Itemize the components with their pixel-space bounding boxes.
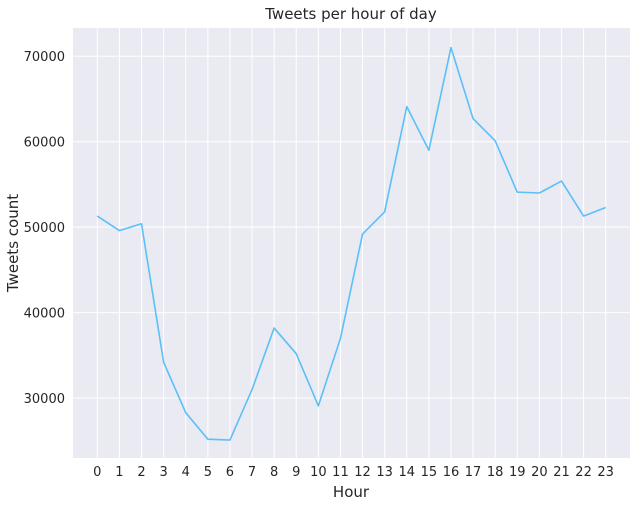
x-tick-label: 14 [398, 465, 415, 480]
x-tick-label: 10 [310, 465, 327, 480]
grid [73, 28, 630, 458]
x-tick-label: 21 [553, 465, 570, 480]
x-tick-labels: 0 1 2 3 4 5 6 7 8 9 10 11 12 13 14 15 16 17 18 19 20 21 22 23 [93, 465, 614, 480]
x-axis-label: Hour [333, 483, 370, 501]
y-tick-labels: 30000 40000 50000 60000 70000 [24, 50, 65, 407]
x-tick-label: 11 [332, 465, 349, 480]
x-tick-label: 13 [376, 465, 393, 480]
series [96, 46, 606, 441]
x-tick-label: 3 [159, 465, 167, 480]
y-tick-label: 70000 [24, 50, 65, 65]
x-tick-label: 8 [270, 465, 278, 480]
y-tick-label: 40000 [24, 307, 65, 322]
x-tick-label: 12 [354, 465, 371, 480]
x-tick-label: 4 [182, 465, 190, 480]
series-line [96, 46, 606, 441]
y-tick-label: 60000 [24, 136, 65, 151]
x-tick-label: 6 [226, 465, 234, 480]
chart-title: Tweets per hour of day [264, 5, 437, 23]
x-tick-label: 19 [509, 465, 526, 480]
x-tick-label: 5 [204, 465, 212, 480]
y-tick-label: 30000 [24, 392, 65, 407]
x-tick-label: 9 [292, 465, 300, 480]
x-tick-label: 20 [531, 465, 548, 480]
x-tick-label: 1 [115, 465, 123, 480]
y-tick-label: 50000 [24, 221, 65, 236]
x-tick-label: 16 [443, 465, 460, 480]
x-tick-label: 18 [487, 465, 504, 480]
plot-area [73, 28, 630, 458]
x-tick-label: 22 [575, 465, 592, 480]
x-tick-label: 17 [465, 465, 482, 480]
x-tick-label: 15 [421, 465, 438, 480]
x-tick-label: 0 [93, 465, 101, 480]
x-tick-label: 7 [248, 465, 256, 480]
x-tick-label: 2 [137, 465, 145, 480]
y-axis-label: Tweets count [4, 194, 22, 293]
x-tick-label: 23 [597, 465, 614, 480]
